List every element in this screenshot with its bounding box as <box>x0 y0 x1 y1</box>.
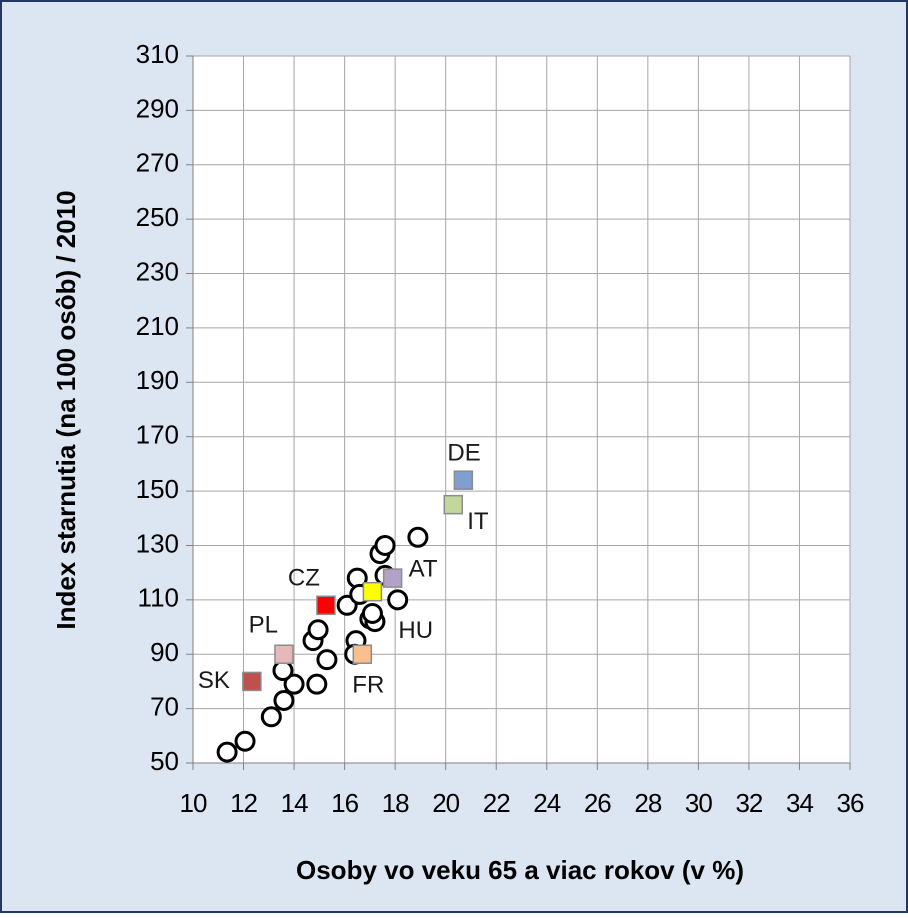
country-point <box>274 644 294 664</box>
x-tick-label: 12 <box>230 788 257 818</box>
y-tick-label: 70 <box>150 691 179 721</box>
x-tick-label: 36 <box>837 788 864 818</box>
country-point <box>453 470 474 490</box>
x-axis-label: Osoby vo veku 65 a viac rokov (v %) <box>296 855 744 885</box>
x-tick-label: 16 <box>331 788 358 818</box>
y-tick-label: 110 <box>138 583 179 613</box>
point <box>273 689 295 711</box>
y-tick-label: 190 <box>136 365 179 395</box>
country-point <box>443 494 464 515</box>
x-tick-label: 20 <box>432 788 459 818</box>
point-label: PL <box>249 612 278 639</box>
y-tick-label: 50 <box>150 746 179 776</box>
x-tick-label: 28 <box>634 788 661 818</box>
y-tick-label: 290 <box>136 93 179 123</box>
point-label: DE <box>447 440 480 467</box>
x-tick-label: 32 <box>735 788 762 818</box>
point <box>306 673 328 695</box>
point <box>307 619 329 641</box>
y-tick-label: 90 <box>150 637 179 667</box>
point <box>272 660 294 682</box>
country-point <box>316 595 336 616</box>
country-point <box>362 581 383 602</box>
x-tick-label: 26 <box>584 788 611 818</box>
point <box>234 730 256 752</box>
y-tick-label: 210 <box>136 311 179 341</box>
point <box>387 589 409 611</box>
point-label: CZ <box>288 565 320 592</box>
y-tick-label: 310 <box>136 39 179 69</box>
point-label: FR <box>352 672 384 699</box>
point <box>361 602 383 624</box>
point-label: HU <box>398 617 433 644</box>
x-tick-label: 22 <box>483 788 510 818</box>
point <box>283 673 305 695</box>
x-tick-label: 24 <box>533 788 560 818</box>
x-tick-label: 14 <box>281 788 308 818</box>
y-tick-label: 170 <box>136 420 179 450</box>
y-tick-label: 150 <box>136 474 179 504</box>
point <box>216 741 238 763</box>
point <box>316 649 338 671</box>
y-tick-label: 230 <box>136 256 179 286</box>
point-label: IT <box>467 508 489 535</box>
country-point <box>382 568 403 588</box>
y-tick-label: 250 <box>136 202 179 232</box>
country-point <box>242 671 262 692</box>
point <box>374 534 396 556</box>
point <box>407 526 429 548</box>
y-tick-label: 130 <box>136 528 179 558</box>
country-point <box>352 644 373 664</box>
y-tick-label: 270 <box>136 148 179 178</box>
x-tick-label: 34 <box>786 788 813 818</box>
plot-area <box>193 56 850 763</box>
point-label: AT <box>409 555 438 582</box>
y-axis-label: Index starnutia (na 100 osôb) / 2010 <box>51 190 81 629</box>
x-tick-label: 18 <box>382 788 409 818</box>
point-label: SK <box>198 667 230 694</box>
x-tick-label: 30 <box>685 788 712 818</box>
point <box>260 706 282 728</box>
x-tick-label: 10 <box>180 788 207 818</box>
